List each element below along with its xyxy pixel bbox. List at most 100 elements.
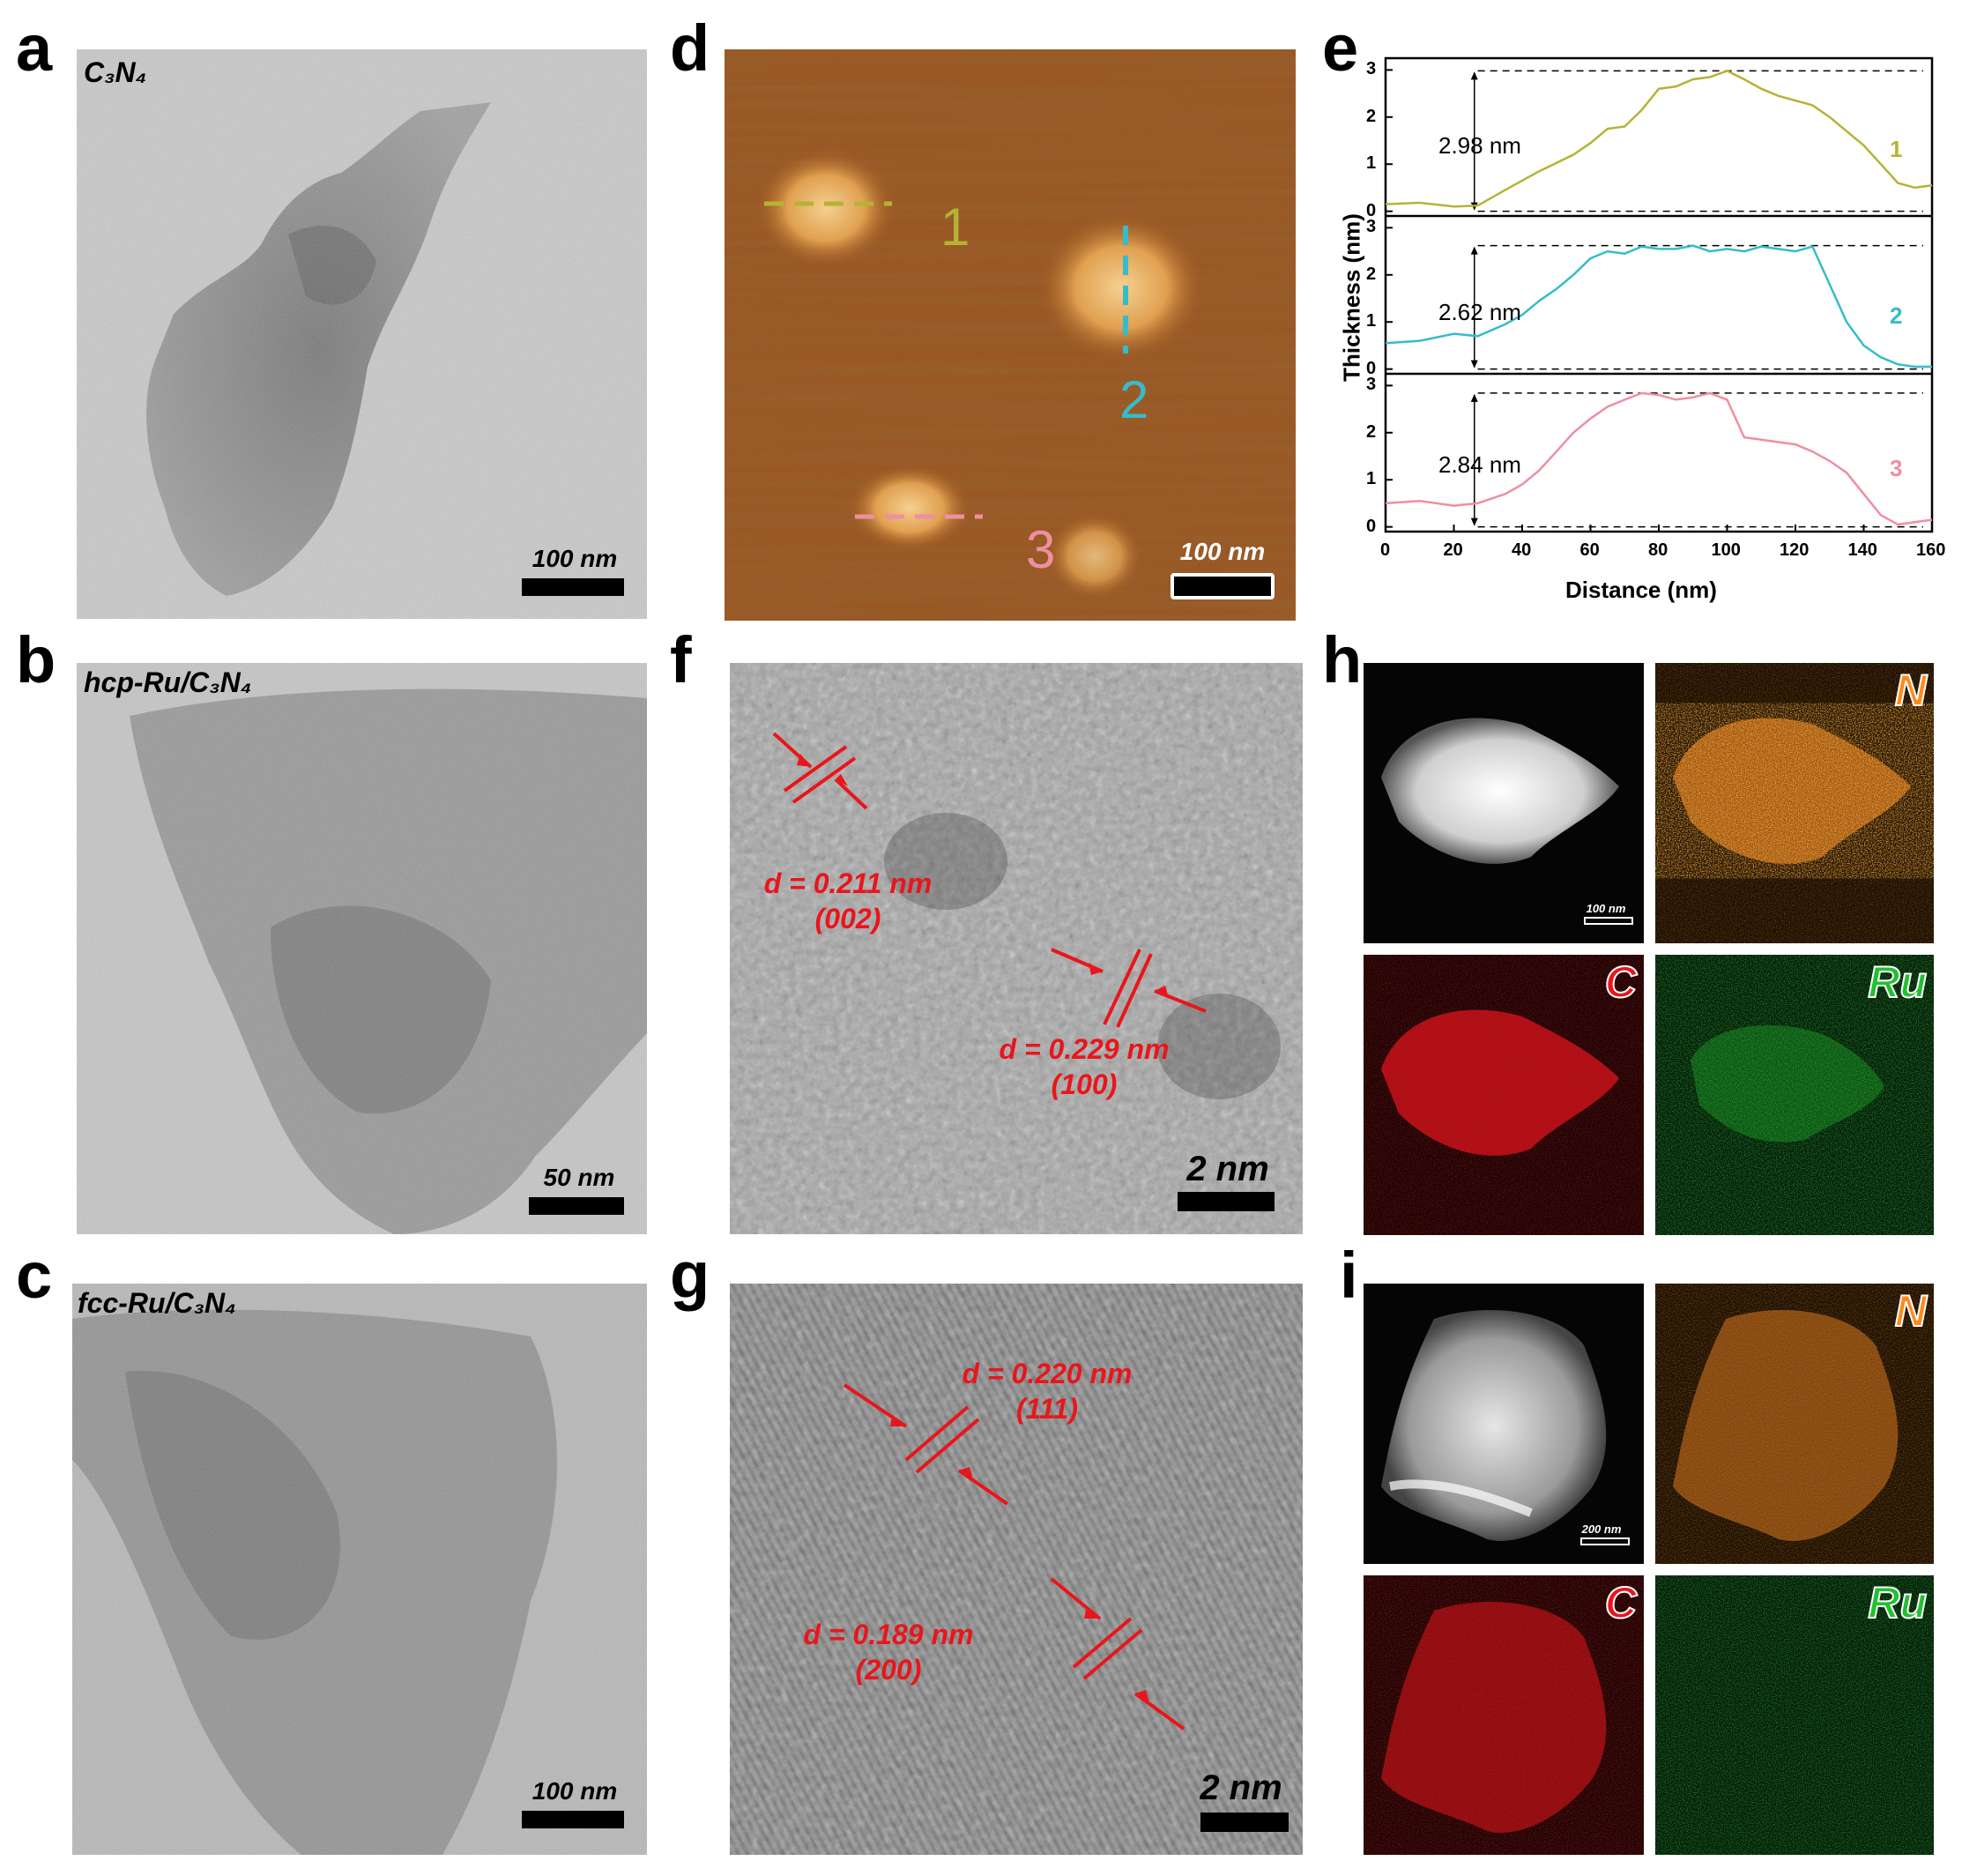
series-label-3: 3 xyxy=(1890,454,1903,481)
element-label-i-n: N xyxy=(1894,1286,1928,1336)
x-tick-label: 120 xyxy=(1780,540,1810,560)
height-annotation-1: 2.98 nm xyxy=(1438,132,1521,160)
eds-map-h-n: N xyxy=(1655,663,1934,943)
y-tick-label: 1 xyxy=(1366,153,1377,174)
panel-label-h: h xyxy=(1322,623,1363,696)
sample-label-b: hcp-Ru/C₃N₄ xyxy=(84,666,252,698)
tem-image-c: fcc-Ru/C₃N₄ 100 nm xyxy=(72,1284,647,1855)
panel-label-c: c xyxy=(16,1239,53,1312)
height-arrow-head xyxy=(1470,71,1478,80)
haadf-image-h: 100 nm xyxy=(1364,663,1644,943)
y-tick-label: 1 xyxy=(1366,469,1377,489)
sample-label-c: fcc-Ru/C₃N₄ xyxy=(78,1287,236,1319)
profile-series-2 xyxy=(1385,244,1932,368)
scale-bar-label-a: 100 nm xyxy=(531,545,618,572)
plane-index: (200) xyxy=(855,1654,922,1686)
d-value: d = 0.220 nm xyxy=(962,1358,1133,1389)
panel-label-i: i xyxy=(1340,1239,1358,1312)
y-tick-label: 0 xyxy=(1366,358,1377,378)
series-label-2: 2 xyxy=(1890,302,1903,329)
scale-bar-h xyxy=(1584,917,1633,925)
eds-map-i-n: N xyxy=(1655,1284,1934,1564)
d-spacing-label-g1: d = 0.220 nm (111) xyxy=(924,1356,1171,1426)
d-spacing-label-f1: d = 0.211 nm (002) xyxy=(730,866,971,936)
panel-label-f: f xyxy=(670,623,692,696)
x-tick-label: 100 xyxy=(1711,540,1741,560)
x-tick-label: 60 xyxy=(1579,540,1600,560)
eds-map-i-ru: Ru xyxy=(1655,1575,1934,1855)
profile-series-1 xyxy=(1385,70,1933,208)
x-tick-label: 160 xyxy=(1916,540,1946,560)
sample-label-a: C₃N₄ xyxy=(84,56,147,88)
y-tick-label: 2 xyxy=(1366,421,1377,442)
chart-y-axis-label: Thickness (nm) xyxy=(1338,213,1365,382)
element-label-i-c: C xyxy=(1604,1578,1638,1627)
d-value: d = 0.189 nm xyxy=(803,1619,974,1650)
height-arrow-head xyxy=(1470,360,1478,368)
chart-x-axis-label: Distance (nm) xyxy=(1565,577,1717,603)
x-tick-label: 0 xyxy=(1380,540,1391,560)
series-label-1: 1 xyxy=(1890,136,1903,163)
plane-index: (111) xyxy=(1016,1393,1078,1425)
scale-bar-f xyxy=(1178,1192,1275,1211)
d-value: d = 0.229 nm xyxy=(999,1033,1170,1065)
y-tick-label: 2 xyxy=(1366,264,1377,284)
y-tick-label: 2 xyxy=(1366,106,1377,126)
element-label-h-c: C xyxy=(1604,957,1638,1007)
x-tick-label: 20 xyxy=(1443,540,1463,560)
scale-bar-i xyxy=(1580,1537,1630,1545)
x-tick-label: 80 xyxy=(1648,540,1668,560)
afm-line-label-3: 3 xyxy=(1026,520,1056,579)
afm-image-d: 1 2 3 100 nm xyxy=(725,49,1296,621)
element-label-h-n: N xyxy=(1894,666,1928,715)
y-tick-label: 0 xyxy=(1366,516,1377,536)
height-annotation-2: 2.62 nm xyxy=(1438,298,1521,325)
y-tick-label: 0 xyxy=(1366,200,1377,220)
scale-bar-label-g: 2 nm xyxy=(1200,1768,1282,1807)
scale-bar-label-b: 50 nm xyxy=(543,1164,615,1191)
height-arrow-head xyxy=(1470,393,1478,402)
hrtem-image-g: d = 0.220 nm (111) d = 0.189 nm (200) 2 … xyxy=(730,1284,1303,1855)
x-tick-label: 40 xyxy=(1512,540,1532,560)
y-tick-label: 3 xyxy=(1366,217,1377,237)
eds-map-h-ru: Ru xyxy=(1655,955,1934,1235)
d-spacing-label-g2: d = 0.189 nm (200) xyxy=(765,1617,1012,1687)
scale-bar-label-h: 100 nm xyxy=(1586,902,1626,915)
scale-bar-c xyxy=(522,1811,624,1828)
panel-label-a: a xyxy=(16,11,53,85)
height-arrow-head xyxy=(1470,517,1478,526)
scale-bar-d xyxy=(1171,573,1275,599)
height-annotation-3: 2.84 nm xyxy=(1438,450,1521,478)
element-label-i-ru: Ru xyxy=(1867,1578,1928,1627)
scale-bar-label-c: 100 nm xyxy=(531,1777,618,1805)
tem-image-b: hcp-Ru/C₃N₄ 50 nm xyxy=(77,663,647,1234)
thickness-chart-svg xyxy=(1384,56,1934,533)
y-tick-label: 3 xyxy=(1366,375,1377,395)
afm-line-label-2: 2 xyxy=(1119,370,1149,429)
scale-bar-b xyxy=(529,1197,624,1215)
plane-index: (002) xyxy=(814,903,881,934)
plane-index: (100) xyxy=(1051,1068,1118,1100)
panel-label-e: e xyxy=(1322,11,1359,85)
eds-map-h-c: C xyxy=(1364,955,1644,1235)
scale-bar-g xyxy=(1200,1813,1289,1832)
afm-line-label-1: 1 xyxy=(940,197,970,257)
panel-label-g: g xyxy=(670,1239,710,1312)
scale-bar-label-i: 200 nm xyxy=(1581,1522,1622,1536)
scale-bar-a xyxy=(522,578,624,596)
element-label-h-ru: Ru xyxy=(1867,957,1928,1007)
profile-series-3 xyxy=(1385,391,1933,526)
thickness-chart xyxy=(1384,56,1934,533)
d-value: d = 0.211 nm xyxy=(763,867,933,899)
y-tick-label: 1 xyxy=(1366,311,1377,331)
hrtem-image-f: d = 0.211 nm (002) d = 0.229 nm (100) 2 … xyxy=(730,663,1303,1234)
panel-label-d: d xyxy=(670,11,710,85)
height-arrow-head xyxy=(1470,246,1478,255)
tem-image-a: C₃N₄ 100 nm xyxy=(77,49,647,619)
d-spacing-label-f2: d = 0.229 nm (100) xyxy=(961,1031,1208,1102)
y-tick-label: 3 xyxy=(1366,59,1377,79)
eds-map-i-c: C xyxy=(1364,1575,1644,1855)
panel-label-b: b xyxy=(16,623,56,696)
haadf-image-i: 200 nm xyxy=(1364,1284,1644,1564)
scale-bar-label-f: 2 nm xyxy=(1186,1150,1269,1188)
